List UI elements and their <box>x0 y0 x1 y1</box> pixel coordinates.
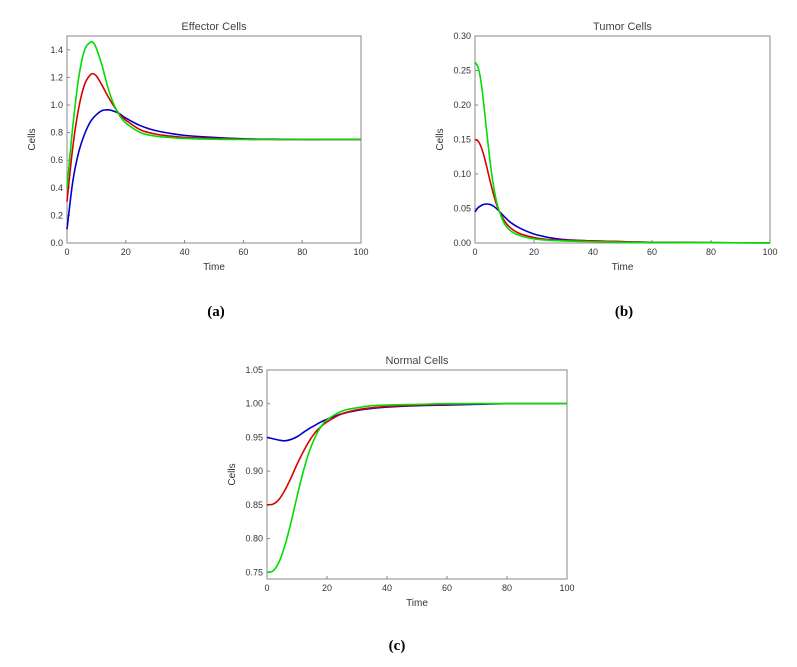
chart-a: Effector Cells 0 20 40 60 80 100 0.0 0.2 0.4 0.6 0.… <box>27 21 369 273</box>
y-axis-label: Cells <box>435 128 446 150</box>
x-axis-label: Time <box>203 262 225 273</box>
y-tick-label: 0.00 <box>453 238 471 248</box>
x-tick-label: 40 <box>180 247 190 257</box>
y-tick-label: 0.95 <box>245 432 263 442</box>
x-tick-label: 20 <box>322 583 332 593</box>
x-tick-label: 100 <box>762 247 777 257</box>
y-tick-label: 1.4 <box>50 45 63 55</box>
y-tick-label: 1.05 <box>245 365 263 375</box>
y-tick-label: 0.8 <box>50 128 63 138</box>
y-tick-label: 1.2 <box>50 72 63 82</box>
y-tick-label: 0.05 <box>453 204 471 214</box>
x-tick-label: 0 <box>472 247 477 257</box>
y-tick-label: 0.10 <box>453 169 471 179</box>
y-tick-label: 0.20 <box>453 100 471 110</box>
x-tick-label: 40 <box>382 583 392 593</box>
y-tick-label: 0.30 <box>453 31 471 41</box>
y-tick-label: 1.00 <box>245 399 263 409</box>
series-line-3 <box>474 61 771 244</box>
y-tick-label: 0.2 <box>50 210 63 220</box>
x-axis-label: Time <box>612 262 634 273</box>
y-tick-label: 0.15 <box>453 135 471 145</box>
series-line-3 <box>266 402 567 574</box>
x-tick-label: 40 <box>588 247 598 257</box>
chart-title: Normal Cells <box>386 355 449 367</box>
chart-title: Effector Cells <box>181 21 247 33</box>
x-tick-label: 20 <box>529 247 539 257</box>
y-tick-label: 1.0 <box>50 100 63 110</box>
y-axis-label: Cells <box>227 463 238 485</box>
x-tick-label: 60 <box>442 583 452 593</box>
x-tick-label: 0 <box>264 583 269 593</box>
x-tick-label: 0 <box>64 247 69 257</box>
x-tick-label: 80 <box>297 247 307 257</box>
x-tick-label: 100 <box>559 583 574 593</box>
series-line-3 <box>66 40 361 188</box>
y-tick-label: 0.25 <box>453 66 471 76</box>
x-tick-label: 80 <box>502 583 512 593</box>
caption-c: (c) <box>388 638 406 654</box>
chart-title: Tumor Cells <box>593 21 652 33</box>
y-tick-label: 0.0 <box>50 238 63 248</box>
chart-panel-b: Tumor Cells 0 20 40 60 80 100 0.00 0.05 0.10 0.15 0… <box>425 14 780 284</box>
plot-frame <box>474 35 771 244</box>
y-axis-label: Cells <box>27 128 38 150</box>
x-tick-label: 60 <box>238 247 248 257</box>
y-tick-label: 0.80 <box>245 534 263 544</box>
y-tick-label: 0.85 <box>245 500 263 510</box>
y-tick-label: 0.75 <box>245 567 263 577</box>
x-axis-label: Time <box>406 598 428 609</box>
caption-a: (a) <box>207 304 225 320</box>
y-tick-label: 0.90 <box>245 466 263 476</box>
plot-frame <box>266 369 568 580</box>
x-tick-label: 80 <box>706 247 716 257</box>
chart-b: Tumor Cells 0 20 40 60 80 100 0.00 0.05 0.10 0.15 0… <box>435 21 778 273</box>
x-tick-label: 100 <box>353 247 368 257</box>
chart-panel-c: Normal Cells 0 20 40 60 80 100 0.75 0.80 0.85 0.90… <box>222 344 577 616</box>
x-tick-label: 60 <box>647 247 657 257</box>
chart-c: Normal Cells 0 20 40 60 80 100 0.75 0.80 0.85 0.90… <box>227 355 575 609</box>
y-tick-label: 0.6 <box>50 155 63 165</box>
y-tick-label: 0.4 <box>50 183 63 193</box>
caption-b: (b) <box>614 304 634 320</box>
chart-panel-a: Effector Cells 0 20 40 60 80 100 0.0 0.2 0.4 0.6 0.… <box>22 14 372 284</box>
x-tick-label: 20 <box>121 247 131 257</box>
